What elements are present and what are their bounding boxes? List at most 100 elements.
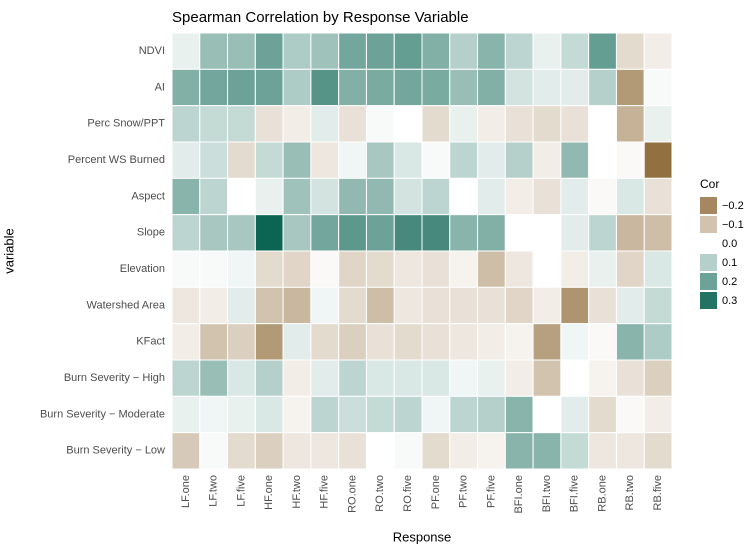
heat-cell: [199, 105, 229, 143]
heat-cell: [310, 214, 340, 252]
heat-cell: [588, 68, 617, 107]
heat-cell: [532, 105, 562, 143]
heat-cell: [421, 68, 451, 107]
heat-cell: [310, 432, 340, 470]
heat-cell: [643, 141, 673, 179]
heat-cell: [393, 177, 423, 216]
heat-cell: [643, 395, 673, 434]
heat-cell: [588, 286, 617, 325]
heat-cell: [560, 68, 590, 107]
heat-cell: [643, 286, 673, 325]
heat-cell: [338, 432, 367, 470]
heat-cell: [199, 214, 229, 252]
x-tick-label: LF.one: [180, 475, 192, 508]
heat-cell: [532, 286, 562, 325]
heat-cell: [615, 359, 645, 397]
heat-cell: [449, 105, 479, 143]
heat-cell: [393, 141, 423, 179]
y-tick-label: KFact: [136, 336, 165, 348]
heat-cell: [254, 68, 284, 107]
heat-cell: [477, 105, 506, 143]
heat-cell: [588, 32, 617, 70]
heat-cell: [393, 250, 423, 288]
heat-cell: [227, 141, 256, 179]
heat-cell: [421, 214, 451, 252]
heat-cell: [560, 141, 590, 179]
heat-cell: [365, 359, 395, 397]
heat-cell: [421, 141, 451, 179]
heat-cell: [171, 214, 201, 252]
heat-cell: [227, 105, 256, 143]
heat-cell: [365, 250, 395, 288]
x-tick-label: BFI.five: [569, 475, 581, 512]
heat-cell: [477, 214, 506, 252]
heat-cell: [588, 323, 617, 361]
heat-cell: [615, 177, 645, 216]
heat-cell: [643, 32, 673, 70]
x-tick-label: RO.five: [402, 475, 414, 512]
heat-cell: [310, 32, 340, 70]
heat-cell: [227, 286, 256, 325]
heat-cell: [171, 141, 201, 179]
heat-cell: [477, 395, 506, 434]
heat-cell: [338, 177, 367, 216]
heat-cell: [477, 286, 506, 325]
heat-cell: [588, 141, 617, 179]
heat-cell: [421, 323, 451, 361]
heat-cell: [615, 395, 645, 434]
heat-cell: [393, 323, 423, 361]
heat-cell: [365, 32, 395, 70]
heat-cell: [282, 395, 312, 434]
heat-cell: [588, 214, 617, 252]
heat-cell: [171, 359, 201, 397]
heat-cell: [310, 177, 340, 216]
heat-cell: [282, 141, 312, 179]
heat-cell: [254, 177, 284, 216]
heat-cell: [615, 141, 645, 179]
heat-cell: [310, 105, 340, 143]
heat-cell: [588, 105, 617, 143]
legend-key: [700, 216, 717, 233]
y-tick-label: Slope: [137, 227, 165, 239]
heat-cell: [365, 141, 395, 179]
heat-cell: [421, 395, 451, 434]
heat-cell: [393, 395, 423, 434]
heat-cell: [227, 214, 256, 252]
heat-cell: [560, 177, 590, 216]
heat-cell: [171, 323, 201, 361]
heat-cell: [449, 177, 479, 216]
heat-cell: [254, 432, 284, 470]
heat-cell: [199, 141, 229, 179]
heat-cell: [282, 32, 312, 70]
heat-cell: [643, 323, 673, 361]
heat-cell: [532, 177, 562, 216]
heat-cell: [338, 286, 367, 325]
heat-cell: [171, 250, 201, 288]
heat-cell: [171, 105, 201, 143]
x-tick-label: RB.one: [596, 475, 608, 512]
heat-cell: [643, 214, 673, 252]
x-tick-label: BFI.one: [513, 475, 525, 514]
heat-cell: [532, 432, 562, 470]
heat-cell: [199, 359, 229, 397]
legend-label: 0.0: [722, 238, 737, 250]
heat-cell: [199, 286, 229, 325]
legend-label: 0.1: [722, 257, 737, 269]
heat-cell: [199, 177, 229, 216]
heat-cell: [171, 32, 201, 70]
heat-cell: [254, 214, 284, 252]
heat-cell: [199, 32, 229, 70]
legend-key: [700, 254, 717, 271]
legend-label: −0.1: [722, 219, 744, 231]
legend-key: [700, 197, 717, 214]
heat-cell: [254, 395, 284, 434]
legend-label: 0.3: [722, 295, 737, 307]
heat-cell: [393, 68, 423, 107]
heat-cell: [227, 177, 256, 216]
heat-cell: [477, 359, 506, 397]
heat-cell: [310, 323, 340, 361]
x-tick-label: HF.one: [263, 475, 275, 510]
y-tick-label: Burn Severity − Low: [66, 445, 165, 457]
y-tick-label: Burn Severity − Moderate: [40, 408, 165, 420]
